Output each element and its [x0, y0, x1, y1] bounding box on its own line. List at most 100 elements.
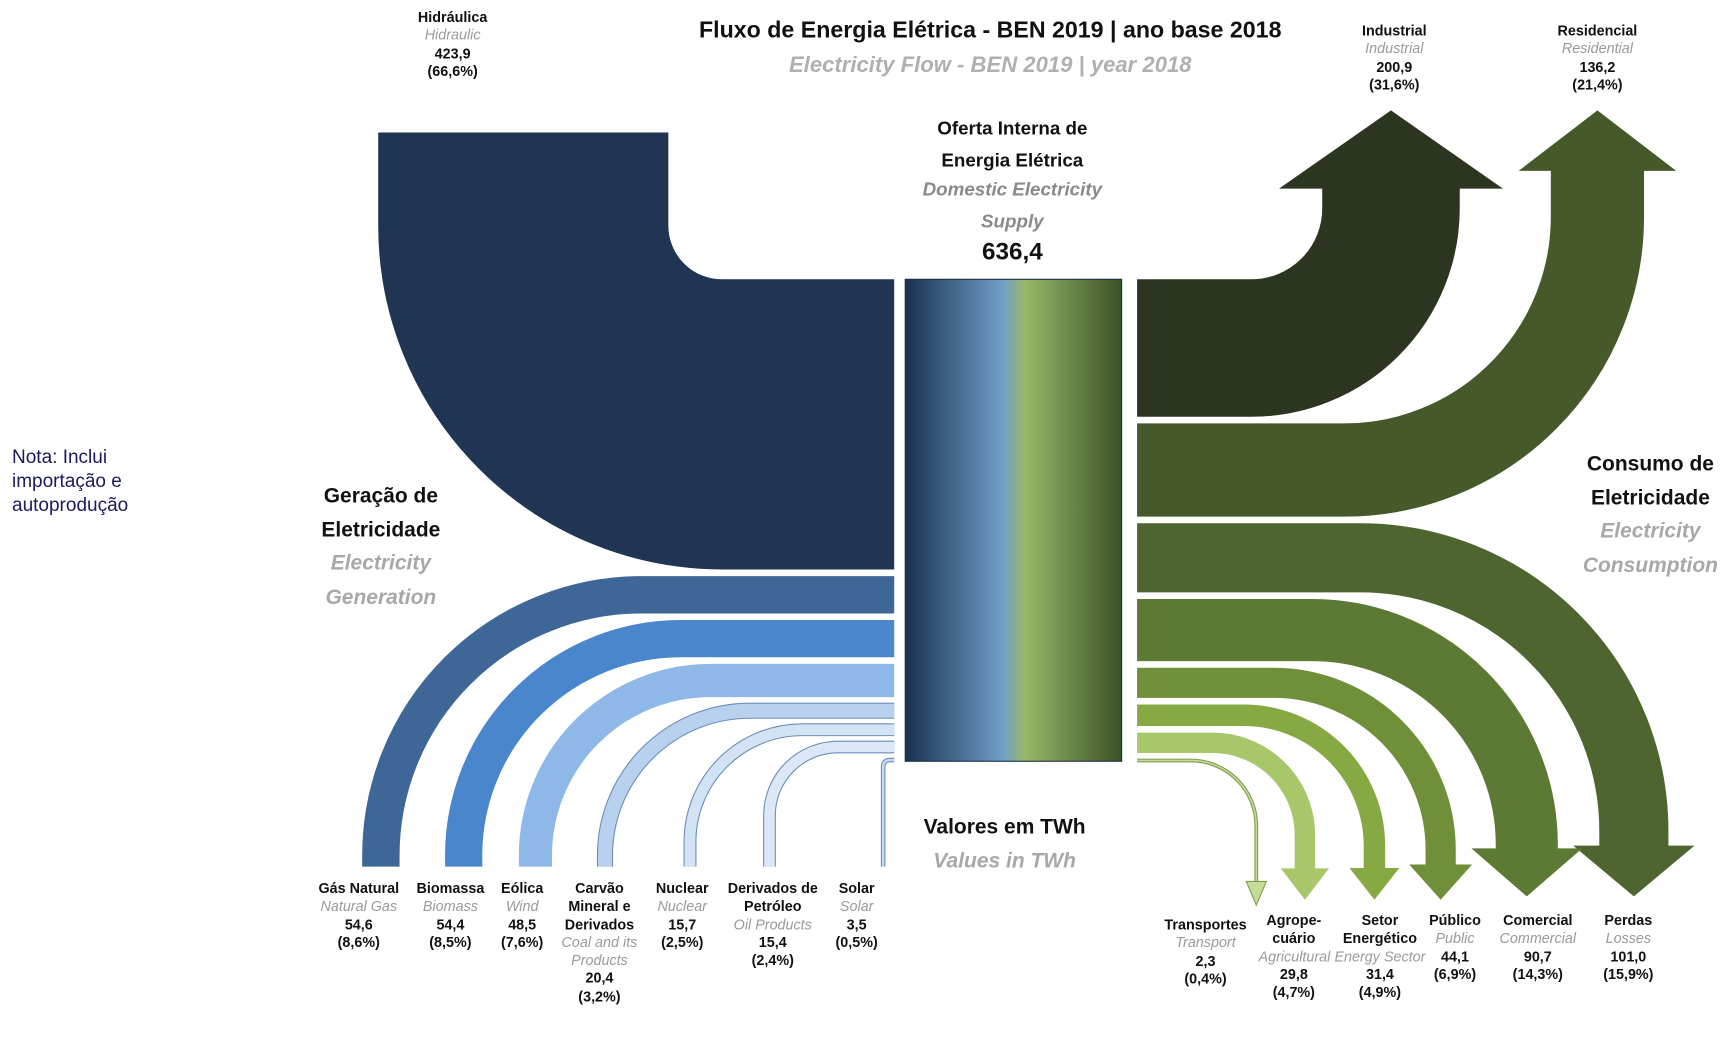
flow-label: Público Public 44,1 (6,9%): [1422, 912, 1488, 984]
flow-value: 136,2: [1579, 57, 1616, 75]
flow-value: 200,9: [1376, 57, 1413, 75]
center-name-en: Domestic Electricity Supply: [922, 178, 1103, 232]
flow-share: (7,6%): [501, 933, 544, 951]
flow-value: 31,4: [1365, 965, 1394, 983]
left-label: Geração de Eletricidade: [321, 484, 441, 543]
note: Nota: Inclui importação e autoprodução: [12, 447, 129, 516]
flow-name: Nuclear: [655, 879, 709, 897]
flow-share: (6,9%): [1433, 965, 1477, 983]
flow-name-en: Solar: [839, 897, 874, 915]
flow-share: (0,4%): [1184, 970, 1227, 987]
flow-band: [597, 703, 895, 867]
flow-name: Público: [1429, 911, 1481, 929]
center-name: Oferta Interna de Energia Elétrica: [937, 118, 1088, 172]
flow-band: [362, 576, 895, 867]
flow-name-en: Losses: [1605, 929, 1652, 947]
flow-share: (21,4%): [1572, 75, 1623, 93]
flow-name-en: Wind: [505, 897, 539, 915]
flow-name: Setor Energético: [1342, 911, 1418, 947]
flow-value: 44,1: [1441, 947, 1469, 965]
flow-label: Residencial Residential 136,2 (21,4%): [1548, 22, 1647, 94]
left-label-en: Electricity Generation: [325, 551, 437, 610]
flow-arrowhead: [1245, 880, 1268, 907]
chart-subtitle: Electricity Flow - BEN 2019 | year 2018: [788, 52, 1192, 78]
center-value: 636,4: [981, 237, 1043, 265]
flow-arrowhead: [1279, 110, 1503, 189]
flow-value: 90,7: [1523, 947, 1552, 965]
flow-label: Hidráulica Hidraulic 423,9 (66,6%): [403, 9, 502, 81]
chart-title: Fluxo de Energia Elétrica - BEN 2019 | a…: [699, 17, 1282, 44]
flow-share: (8,6%): [337, 933, 380, 951]
center-node: [904, 278, 1123, 762]
flow-share: (4,9%): [1358, 983, 1402, 1001]
flow-label: Comercial Commercial 90,7 (14,3%): [1488, 912, 1587, 984]
flow-name-en: Natural Gas: [320, 897, 398, 915]
flow-label: Perdas Losses 101,0 (15,9%): [1595, 912, 1661, 984]
flow-name: Agrope- cuário: [1266, 911, 1322, 947]
flow-share: (3,2%): [578, 987, 621, 1005]
flow-band: [764, 741, 895, 867]
flow-value: 15,4: [758, 933, 787, 951]
flow-band: [378, 132, 895, 570]
flow-value: 423,9: [434, 44, 471, 62]
flow-name-en: Public: [1435, 929, 1475, 947]
flow-arrowhead: [1280, 868, 1330, 900]
flow-value: 2,3: [1195, 952, 1216, 969]
flow-name: Derivados de Petróleo: [727, 879, 818, 915]
flow-arrowhead: [1471, 848, 1583, 897]
flow-name: Solar: [838, 879, 875, 897]
flow-arrowhead: [1518, 110, 1677, 171]
flow-value: 20,4: [585, 969, 614, 987]
flow-name-en: Biomass: [422, 897, 478, 915]
flow-value: 29,8: [1279, 965, 1308, 983]
flow-band: [1137, 599, 1558, 850]
flow-label: Nuclear Nuclear 15,7 (2,5%): [649, 880, 715, 952]
flow-label: Derivados de Petróleo Oil Products 15,4 (2,…: [722, 880, 824, 970]
flow-name: Carvão Mineral e Derivados: [564, 879, 635, 933]
flow-share: (14,3%): [1512, 965, 1563, 983]
flow-band: [684, 724, 895, 867]
flow-band: [1137, 732, 1316, 870]
flow-share: (8,5%): [429, 933, 472, 951]
flow-name-en: Industrial: [1365, 40, 1424, 57]
flow-label: Carvão Mineral e Derivados Coal and its P…: [556, 880, 642, 1006]
flow-band: [445, 620, 895, 867]
flow-band: [1137, 667, 1456, 866]
flow-band: [518, 663, 895, 867]
flow-value: 54,4: [436, 915, 465, 933]
flow-name: Gás Natural: [318, 879, 400, 897]
flow-value: 15,7: [668, 915, 697, 933]
flow-label: Industrial Industrial 200,9 (31,6%): [1350, 22, 1438, 94]
right-label: Consumo de Eletricidade: [1586, 452, 1714, 511]
flow-band: [881, 758, 895, 867]
flow-value: 101,0: [1610, 947, 1647, 965]
flow-band: [1137, 187, 1460, 417]
flow-name: Eólica: [501, 879, 544, 897]
flow-band: [1137, 523, 1669, 847]
flow-band: [1137, 169, 1645, 517]
flow-name-en: Nuclear: [657, 897, 707, 915]
flow-label: Setor Energético Energy Sector 31,4 (4,9%): [1334, 912, 1427, 1002]
flow-value: 3,5: [846, 915, 867, 933]
flow-name: Comercial: [1503, 911, 1573, 929]
flow-name-en: Coal and its Products: [561, 933, 638, 969]
flow-share: (31,6%): [1369, 75, 1420, 93]
flow-name-en: Hidraulic: [424, 26, 481, 44]
flow-share: (2,5%): [661, 933, 704, 951]
flow-share: (4,7%): [1272, 983, 1315, 1001]
flow-label: Transportes Transport 2,3 (0,4%): [1153, 916, 1259, 988]
flow-outline: [1137, 758, 1259, 883]
flow-name-en: Oil Products: [733, 915, 812, 933]
flow-band: [1137, 759, 1258, 883]
flow-name: Transportes: [1164, 916, 1247, 933]
flow-name: Hidráulica: [417, 8, 488, 26]
flow-label: Eólica Wind 48,5 (7,6%): [495, 880, 550, 952]
flow-share: (15,9%): [1603, 965, 1654, 983]
flow-share: (66,6%): [427, 62, 478, 80]
flow-label: Solar Solar 3,5 (0,5%): [829, 880, 884, 952]
flow-label: Gás Natural Natural Gas 54,6 (8,6%): [309, 880, 408, 952]
flow-share: (2,4%): [751, 951, 794, 969]
flow-name-en: Agricultural: [1258, 947, 1331, 965]
